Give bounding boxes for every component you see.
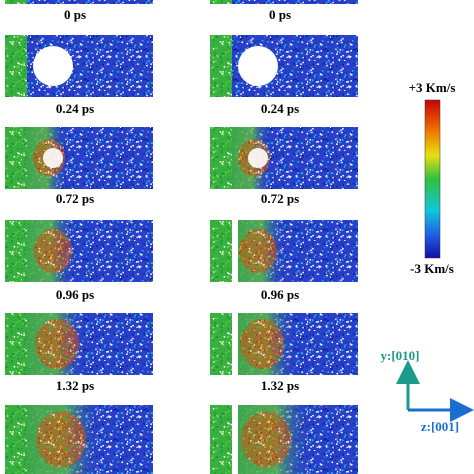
colorbar-min-label: -3 Km/s	[410, 261, 454, 276]
texture	[5, 405, 27, 474]
texture	[5, 127, 27, 189]
time-label: 1.32 ps	[56, 378, 94, 393]
texture	[27, 0, 153, 4]
texture	[239, 229, 277, 273]
texture	[5, 0, 27, 4]
texture	[5, 313, 27, 375]
snapshot-panel	[5, 35, 153, 97]
void	[248, 148, 268, 168]
snapshot-panel	[210, 127, 358, 189]
time-label: 1.32 ps	[261, 378, 299, 393]
texture	[240, 319, 284, 369]
time-label: 0.72 ps	[261, 191, 299, 206]
texture	[36, 411, 86, 468]
time-label: 0.24 ps	[261, 101, 299, 116]
void	[43, 148, 63, 168]
snapshot-panel	[5, 220, 153, 282]
snapshot-panel	[210, 405, 358, 474]
z-axis-label: z:[001]	[421, 419, 459, 434]
texture	[210, 405, 232, 474]
spall-gap	[232, 220, 238, 282]
texture	[5, 35, 27, 97]
texture	[210, 220, 232, 282]
texture	[210, 127, 232, 189]
colorbar	[424, 99, 441, 259]
snapshot-panel	[210, 220, 358, 282]
texture	[5, 220, 27, 282]
y-axis-label: y:[010]	[381, 348, 420, 363]
texture	[241, 411, 291, 468]
time-label: 0 ps	[64, 7, 86, 22]
snapshot-panel	[210, 313, 358, 375]
texture	[210, 0, 232, 4]
time-label: 0.96 ps	[261, 287, 299, 302]
snapshot-panel	[210, 0, 358, 4]
snapshot-panel	[5, 0, 153, 4]
time-label: 0 ps	[269, 7, 291, 22]
snapshot-panel	[5, 405, 153, 474]
texture	[34, 229, 72, 273]
texture	[210, 35, 232, 97]
spall-gap	[232, 405, 238, 474]
snapshot-panel	[5, 313, 153, 375]
texture	[232, 0, 358, 4]
texture	[210, 313, 232, 375]
texture	[35, 319, 79, 369]
void	[238, 46, 278, 86]
time-label: 0.72 ps	[56, 191, 94, 206]
time-label: 0.96 ps	[56, 287, 94, 302]
spall-gap	[232, 313, 238, 375]
colorbar-max-label: +3 Km/s	[409, 80, 456, 95]
time-label: 0.24 ps	[56, 101, 94, 116]
snapshot-panel	[210, 35, 358, 97]
snapshot-panel	[5, 127, 153, 189]
void	[33, 46, 73, 86]
